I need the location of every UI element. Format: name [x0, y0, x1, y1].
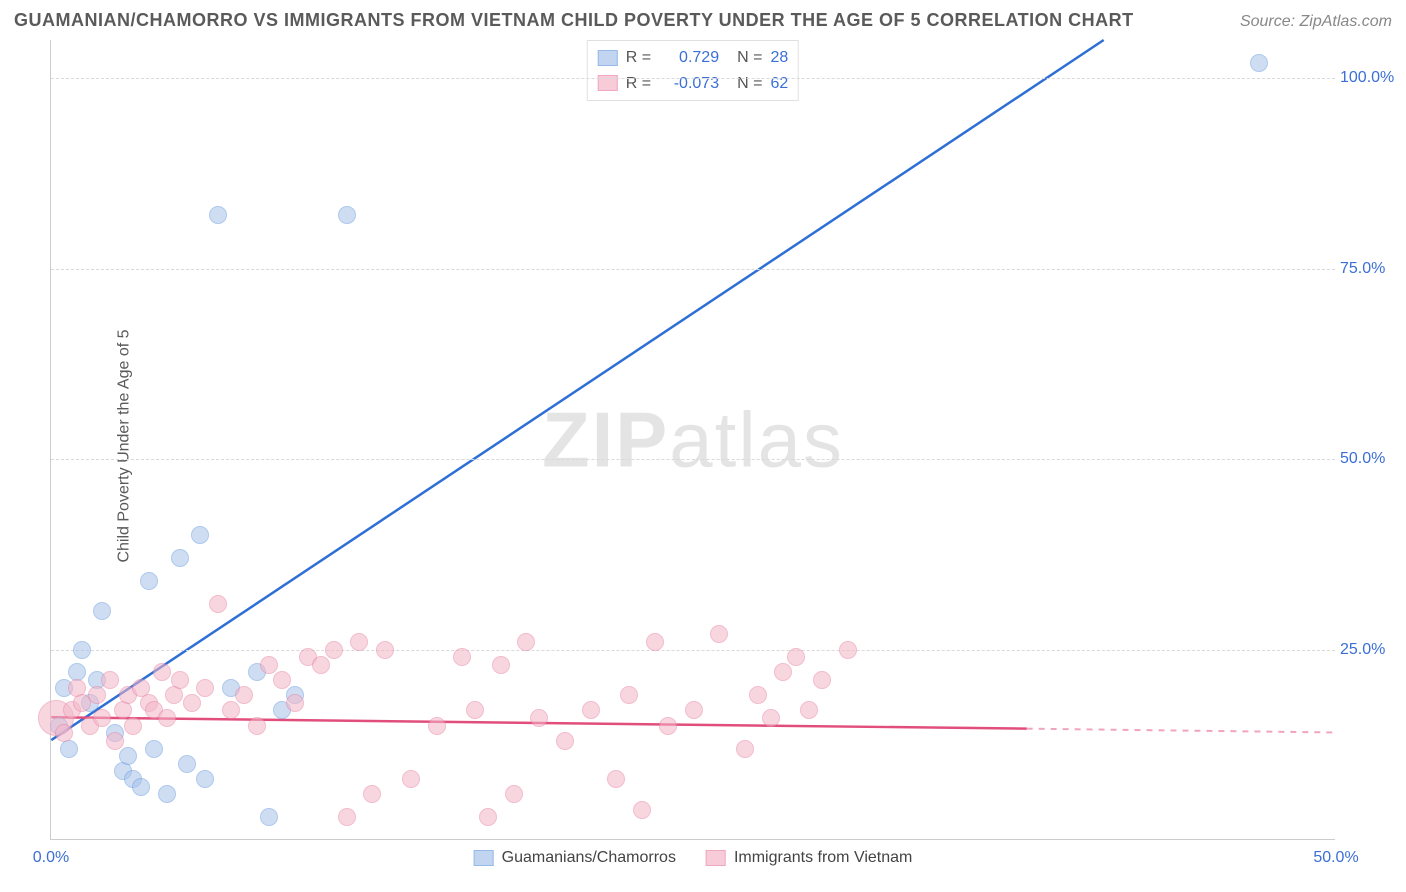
data-point	[338, 206, 356, 224]
legend-row: R = -0.073 N = 62	[598, 71, 788, 97]
data-point	[517, 633, 535, 651]
data-point	[659, 717, 677, 735]
data-point	[222, 701, 240, 719]
regression-line	[51, 40, 1103, 740]
data-point	[286, 694, 304, 712]
data-point	[73, 641, 91, 659]
data-point	[196, 679, 214, 697]
gridline	[51, 269, 1335, 270]
data-point	[1250, 54, 1268, 72]
legend-r-value: 0.729	[659, 45, 719, 71]
x-tick-label: 0.0%	[33, 849, 69, 867]
y-tick-label: 100.0%	[1340, 69, 1400, 87]
legend-swatch	[598, 50, 618, 66]
gridline	[51, 78, 1335, 79]
data-point	[363, 785, 381, 803]
legend-n-label: N =	[737, 71, 762, 97]
legend-row: R = 0.729 N = 28	[598, 45, 788, 71]
data-point	[710, 625, 728, 643]
y-tick-label: 50.0%	[1340, 450, 1400, 468]
data-point	[736, 740, 754, 758]
legend-r-label: R =	[626, 45, 651, 71]
data-point	[800, 701, 818, 719]
data-point	[428, 717, 446, 735]
x-tick-label: 50.0%	[1313, 849, 1358, 867]
data-point	[338, 808, 356, 826]
data-point	[235, 686, 253, 704]
legend-r-label: R =	[626, 71, 651, 97]
data-point	[530, 709, 548, 727]
data-point	[325, 641, 343, 659]
data-point	[196, 770, 214, 788]
data-point	[191, 526, 209, 544]
data-point	[839, 641, 857, 659]
data-point	[209, 595, 227, 613]
data-point	[620, 686, 638, 704]
data-point	[273, 671, 291, 689]
data-point	[646, 633, 664, 651]
data-point	[260, 808, 278, 826]
data-point	[171, 549, 189, 567]
data-point	[158, 709, 176, 727]
gridline	[51, 459, 1335, 460]
data-point	[556, 732, 574, 750]
data-point	[787, 648, 805, 666]
data-point	[402, 770, 420, 788]
data-point	[685, 701, 703, 719]
data-point	[93, 602, 111, 620]
data-point	[248, 717, 266, 735]
data-point	[119, 747, 137, 765]
data-point	[106, 732, 124, 750]
data-point	[479, 808, 497, 826]
data-point	[140, 572, 158, 590]
data-point	[101, 671, 119, 689]
data-point	[453, 648, 471, 666]
data-point	[749, 686, 767, 704]
legend-n-value: 28	[770, 45, 788, 71]
legend-n-label: N =	[737, 45, 762, 71]
data-point	[124, 717, 142, 735]
y-tick-label: 75.0%	[1340, 260, 1400, 278]
y-tick-label: 25.0%	[1340, 641, 1400, 659]
series-legend: Guamanians/Chamorros Immigrants from Viet…	[474, 849, 913, 867]
data-point	[132, 778, 150, 796]
data-point	[376, 641, 394, 659]
data-point	[505, 785, 523, 803]
legend-swatch	[706, 850, 726, 866]
chart-title: GUAMANIAN/CHAMORRO VS IMMIGRANTS FROM VI…	[14, 10, 1134, 31]
data-point	[183, 694, 201, 712]
legend-series-label: Guamanians/Chamorros	[502, 849, 676, 867]
data-point	[492, 656, 510, 674]
data-point	[88, 686, 106, 704]
legend-item: Guamanians/Chamorros	[474, 849, 676, 867]
data-point	[153, 663, 171, 681]
data-point	[762, 709, 780, 727]
regression-line-dashed	[1027, 729, 1335, 733]
data-point	[582, 701, 600, 719]
data-point	[633, 801, 651, 819]
data-point	[93, 709, 111, 727]
data-point	[145, 740, 163, 758]
data-point	[158, 785, 176, 803]
data-point	[774, 663, 792, 681]
data-point	[466, 701, 484, 719]
correlation-legend: R = 0.729 N = 28 R = -0.073 N = 62	[587, 40, 799, 101]
data-point	[260, 656, 278, 674]
legend-swatch	[474, 850, 494, 866]
data-point	[312, 656, 330, 674]
gridline	[51, 650, 1335, 651]
data-point	[178, 755, 196, 773]
legend-series-label: Immigrants from Vietnam	[734, 849, 912, 867]
legend-item: Immigrants from Vietnam	[706, 849, 912, 867]
plot-area: ZIPatlas R =0.729N =28R =-0.073N =62 Gua…	[50, 40, 1335, 840]
data-point	[209, 206, 227, 224]
data-point	[171, 671, 189, 689]
data-point	[350, 633, 368, 651]
data-point	[607, 770, 625, 788]
source-label: Source: ZipAtlas.com	[1240, 13, 1392, 31]
legend-n-value: 62	[770, 71, 788, 97]
data-point	[813, 671, 831, 689]
legend-r-value: -0.073	[659, 71, 719, 97]
data-point	[55, 724, 73, 742]
